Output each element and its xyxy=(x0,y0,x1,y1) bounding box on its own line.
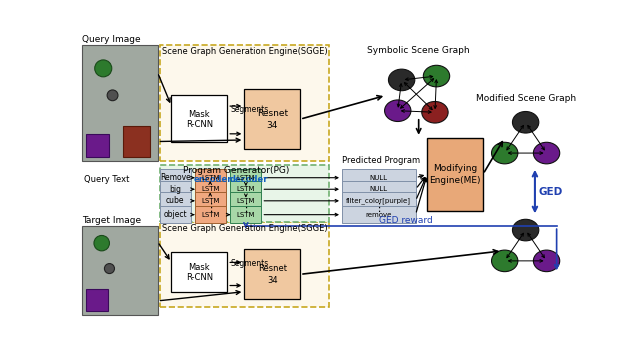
Ellipse shape xyxy=(385,100,411,121)
Bar xyxy=(172,95,227,141)
Text: LSTM: LSTM xyxy=(201,175,220,181)
Bar xyxy=(244,249,300,299)
Bar xyxy=(81,226,157,315)
Bar xyxy=(160,181,191,198)
Text: R-CNN: R-CNN xyxy=(186,273,213,282)
Bar xyxy=(244,89,300,149)
Text: GED: GED xyxy=(539,187,563,197)
Text: Scene Graph Generation Engine(SGGE): Scene Graph Generation Engine(SGGE) xyxy=(162,224,328,233)
Text: filter_color[purple]: filter_color[purple] xyxy=(346,197,412,204)
Text: Mask: Mask xyxy=(189,110,210,119)
Text: Modifying: Modifying xyxy=(433,164,477,173)
Ellipse shape xyxy=(422,101,448,123)
Text: Scene Graph Generation Engine(SGGE): Scene Graph Generation Engine(SGGE) xyxy=(162,47,328,56)
Text: R-CNN: R-CNN xyxy=(186,120,213,129)
Bar xyxy=(195,206,226,223)
Ellipse shape xyxy=(533,142,560,164)
Text: remove: remove xyxy=(365,212,392,218)
Bar xyxy=(172,252,227,292)
Text: encoder: encoder xyxy=(194,175,232,184)
Ellipse shape xyxy=(388,69,415,91)
Bar xyxy=(230,169,261,186)
Text: ⋮: ⋮ xyxy=(373,203,385,213)
Text: Mask: Mask xyxy=(189,263,210,272)
Text: big: big xyxy=(170,185,181,194)
Bar xyxy=(342,206,415,223)
Bar xyxy=(230,206,261,223)
Bar xyxy=(86,134,109,157)
Text: Modified Scene Graph: Modified Scene Graph xyxy=(476,94,576,103)
Ellipse shape xyxy=(492,250,518,272)
Bar xyxy=(81,45,157,161)
Ellipse shape xyxy=(513,111,539,133)
Bar xyxy=(342,169,415,186)
Ellipse shape xyxy=(95,60,112,77)
Bar xyxy=(195,169,226,186)
Bar xyxy=(160,165,329,222)
Bar xyxy=(230,192,261,209)
Bar xyxy=(160,206,191,223)
Text: Resnet: Resnet xyxy=(257,108,288,117)
Text: Remove: Remove xyxy=(160,173,191,182)
Bar xyxy=(428,138,483,211)
Ellipse shape xyxy=(107,90,118,101)
Text: LSTM: LSTM xyxy=(201,198,220,204)
Text: LSTM: LSTM xyxy=(237,198,255,204)
Ellipse shape xyxy=(423,65,450,87)
Bar xyxy=(160,222,329,307)
Text: object: object xyxy=(163,210,187,219)
Text: decoder: decoder xyxy=(230,175,268,184)
Text: LSTM: LSTM xyxy=(237,186,255,192)
Text: LSTM: LSTM xyxy=(201,212,220,218)
Bar xyxy=(160,45,329,161)
Text: Predicted Program: Predicted Program xyxy=(342,156,420,165)
Text: NULL: NULL xyxy=(370,175,388,181)
Bar xyxy=(342,181,415,198)
Ellipse shape xyxy=(94,236,109,251)
Text: Segments: Segments xyxy=(230,105,269,114)
Text: 34: 34 xyxy=(267,276,278,285)
Text: Query Image: Query Image xyxy=(83,35,141,44)
Text: Program Generator(PG): Program Generator(PG) xyxy=(183,166,289,175)
Ellipse shape xyxy=(513,219,539,241)
Bar xyxy=(86,289,108,311)
Bar xyxy=(230,181,261,198)
Bar xyxy=(160,169,191,186)
Text: GED reward: GED reward xyxy=(379,216,433,225)
Text: 34: 34 xyxy=(266,121,278,130)
Text: Target Image: Target Image xyxy=(83,217,141,226)
Text: NULL: NULL xyxy=(370,186,388,192)
Text: Resnet: Resnet xyxy=(258,264,287,273)
Text: LSTM: LSTM xyxy=(237,212,255,218)
Text: Engine(ME): Engine(ME) xyxy=(429,176,481,185)
Text: ⋮: ⋮ xyxy=(205,203,216,213)
Bar xyxy=(195,181,226,198)
Text: LSTM: LSTM xyxy=(237,175,255,181)
Text: LSTM: LSTM xyxy=(201,186,220,192)
Bar xyxy=(342,192,415,209)
Bar xyxy=(123,126,150,157)
Bar xyxy=(160,192,191,209)
Text: cube: cube xyxy=(166,196,184,205)
Text: Symbolic Scene Graph: Symbolic Scene Graph xyxy=(367,46,470,55)
Ellipse shape xyxy=(492,142,518,164)
Ellipse shape xyxy=(104,263,115,274)
Text: Segments: Segments xyxy=(230,260,269,268)
Text: ⋮: ⋮ xyxy=(240,203,252,213)
Ellipse shape xyxy=(533,250,560,272)
Text: Query Text: Query Text xyxy=(84,175,129,184)
Bar xyxy=(195,192,226,209)
